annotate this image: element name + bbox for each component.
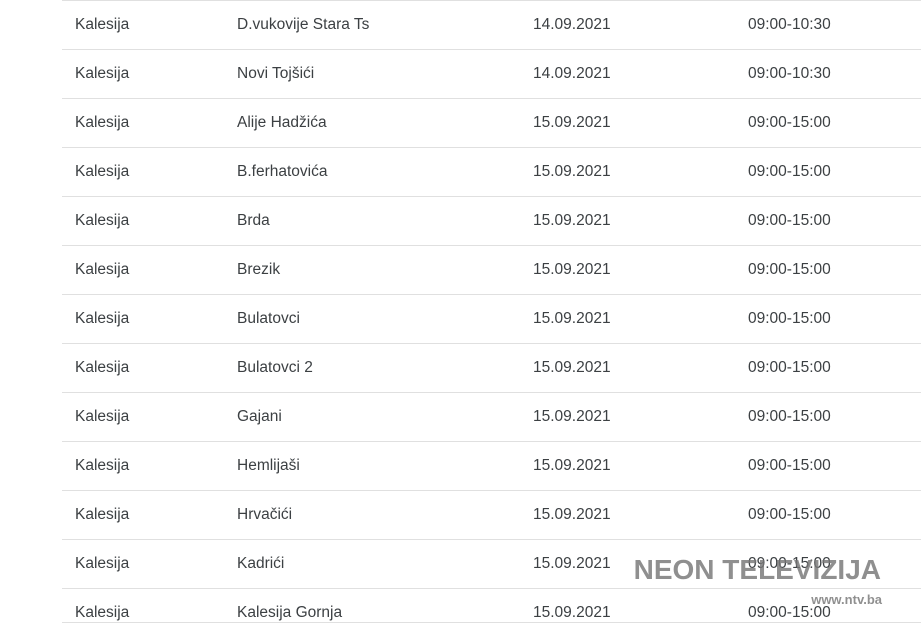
cell-date: 15.09.2021 (533, 604, 611, 621)
cell-municipality: Kalesija (75, 212, 130, 229)
cell-municipality: Kalesija (75, 604, 130, 621)
watermark-website-text: www.ntv.ba (811, 592, 882, 607)
outage-schedule-table: Kalesija D.vukovije Stara Ts 14.09.2021 … (62, 0, 921, 637)
cell-date: 15.09.2021 (533, 359, 611, 376)
cell-time: 09:00-15:00 (748, 555, 831, 572)
cell-time: 09:00-15:00 (748, 506, 831, 523)
cell-location: B.ferhatovića (237, 163, 328, 180)
cell-date: 15.09.2021 (533, 261, 611, 278)
cell-municipality: Kalesija (75, 16, 130, 33)
cell-location: Bulatovci (237, 310, 300, 327)
cell-municipality: Kalesija (75, 555, 130, 572)
table-row: Kalesija Alije Hadžića 15.09.2021 09:00-… (62, 98, 921, 147)
cell-location: Brda (237, 212, 270, 229)
cell-date: 15.09.2021 (533, 310, 611, 327)
cell-time: 09:00-15:00 (748, 212, 831, 229)
table-row: Kalesija Hemlijaši 15.09.2021 09:00-15:0… (62, 441, 921, 490)
cell-date: 15.09.2021 (533, 114, 611, 131)
cell-date: 15.09.2021 (533, 163, 611, 180)
cell-municipality: Kalesija (75, 506, 130, 523)
table-row: Kalesija Brda 15.09.2021 09:00-15:00 (62, 196, 921, 245)
cell-date: 14.09.2021 (533, 65, 611, 82)
cell-municipality: Kalesija (75, 65, 130, 82)
cell-date: 15.09.2021 (533, 457, 611, 474)
cell-time: 09:00-15:00 (748, 457, 831, 474)
cell-time: 09:00-15:00 (748, 359, 831, 376)
table-row: Kalesija B.ferhatovića 15.09.2021 09:00-… (62, 147, 921, 196)
cell-date: 15.09.2021 (533, 555, 611, 572)
table-row: Kalesija D.vukovije Stara Ts 14.09.2021 … (62, 0, 921, 49)
cell-location: Hrvačići (237, 506, 293, 523)
cell-time: 09:00-15:00 (748, 163, 831, 180)
cell-date: 14.09.2021 (533, 16, 611, 33)
cell-location: Novi Tojšići (237, 65, 315, 82)
cell-municipality: Kalesija (75, 310, 130, 327)
cell-location: Alije Hadžića (237, 114, 327, 131)
cell-municipality: Kalesija (75, 408, 130, 425)
table-bottom-border (62, 622, 921, 623)
table-row: Kalesija Kadrići 15.09.2021 09:00-15:00 (62, 539, 921, 588)
cell-location: Hemlijaši (237, 457, 300, 474)
table-row: Kalesija Brezik 15.09.2021 09:00-15:00 (62, 245, 921, 294)
cell-municipality: Kalesija (75, 457, 130, 474)
cell-time: 09:00-15:00 (748, 408, 831, 425)
cell-location: D.vukovije Stara Ts (237, 16, 370, 33)
table-row: Kalesija Gajani 15.09.2021 09:00-15:00 (62, 392, 921, 441)
cell-time: 09:00-10:30 (748, 65, 831, 82)
cell-location: Kadrići (237, 555, 285, 572)
cell-location: Kalesija Gornja (237, 604, 343, 621)
table-row: Kalesija Hrvačići 15.09.2021 09:00-15:00 (62, 490, 921, 539)
cell-location: Gajani (237, 408, 282, 425)
cell-time: 09:00-10:30 (748, 16, 831, 33)
cell-municipality: Kalesija (75, 163, 130, 180)
table-row: Kalesija Novi Tojšići 14.09.2021 09:00-1… (62, 49, 921, 98)
cell-date: 15.09.2021 (533, 506, 611, 523)
cell-time: 09:00-15:00 (748, 604, 831, 621)
watermark-logo-text: NEON TELEVIZIJA (633, 554, 881, 585)
cell-location: Brezik (237, 261, 281, 278)
cell-date: 15.09.2021 (533, 408, 611, 425)
table-row: Kalesija Bulatovci 2 15.09.2021 09:00-15… (62, 343, 921, 392)
cell-municipality: Kalesija (75, 359, 130, 376)
table-row: Kalesija Kalesija Gornja 15.09.2021 09:0… (62, 588, 921, 637)
cell-municipality: Kalesija (75, 261, 130, 278)
table-row: Kalesija Bulatovci 15.09.2021 09:00-15:0… (62, 294, 921, 343)
cell-municipality: Kalesija (75, 114, 130, 131)
cell-date: 15.09.2021 (533, 212, 611, 229)
cell-location: Bulatovci 2 (237, 359, 313, 376)
cell-time: 09:00-15:00 (748, 310, 831, 327)
cell-time: 09:00-15:00 (748, 114, 831, 131)
cell-time: 09:00-15:00 (748, 261, 831, 278)
